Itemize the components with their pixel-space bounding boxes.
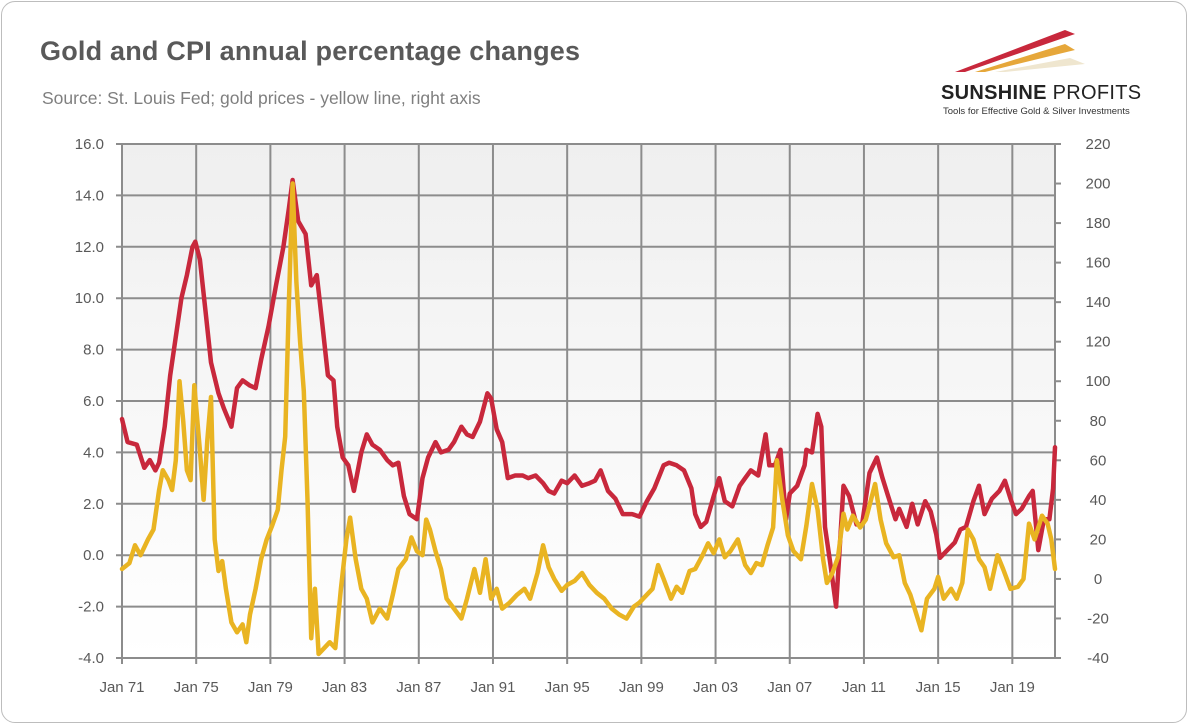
right-axis-tick-label: 160 [1085,255,1110,272]
right-axis-tick-label: 100 [1085,373,1110,390]
left-axis-tick-label: 14.0 [75,187,104,204]
x-axis-tick-label: Jan 87 [396,679,441,696]
chart-title: Gold and CPI annual percentage changes [40,36,581,66]
gold-series-line [119,181,1058,657]
logo-rays-icon [955,30,1085,72]
x-axis-tick-label: Jan 99 [619,679,664,696]
right-axis-tick-label: 20 [1090,531,1107,548]
right-axis-tick-label: -20 [1087,610,1109,627]
right-axis-tick-label: 40 [1090,492,1107,509]
x-axis-tick-label: Jan 71 [99,679,144,696]
x-axis-tick-label: Jan 03 [693,679,738,696]
right-axis-tick-label: 120 [1085,334,1110,351]
left-axis-tick-label: 4.0 [83,444,104,461]
logo-tagline: Tools for Effective Gold & Silver Invest… [943,106,1130,117]
x-axis-tick-label: Jan 19 [990,679,1035,696]
logo-name: SUNSHINE PROFITS [941,82,1142,104]
x-axis-tick-label: Jan 83 [322,679,367,696]
left-axis-tick-label: -4.0 [78,650,104,667]
right-axis-tick-label: 80 [1090,413,1107,430]
left-axis-tick-label: 2.0 [83,496,104,513]
right-axis-tick-label: 140 [1085,294,1110,311]
right-axis-tick-label: 60 [1090,452,1107,469]
left-axis-tick-label: 16.0 [75,136,104,153]
cpi-series-line [119,177,1058,609]
x-axis-tick-label: Jan 75 [174,679,219,696]
right-axis-tick-label: 180 [1085,215,1110,232]
left-axis-tick-label: -2.0 [78,599,104,616]
left-axis-tick-label: 12.0 [75,239,104,256]
x-axis-tick-label: Jan 95 [545,679,590,696]
left-axis-tick-label: 0.0 [83,547,104,564]
right-axis-tick-label: 0 [1094,571,1102,588]
x-axis-tick-label: Jan 07 [767,679,812,696]
left-axis-tick-label: 10.0 [75,290,104,307]
x-axis-tick-label: Jan 79 [248,679,293,696]
x-axis-tick-label: Jan 91 [470,679,515,696]
left-axis-tick-label: 6.0 [83,393,104,410]
sunshine-profits-logo: SUNSHINE PROFITS Tools for Effective Gol… [935,20,1175,120]
left-axis-tick-label: 8.0 [83,342,104,359]
x-axis-tick-label: Jan 15 [916,679,961,696]
x-axis-tick-label: Jan 11 [842,679,886,696]
right-axis-tick-label: -40 [1087,650,1109,667]
right-axis-tick-label: 220 [1085,136,1110,153]
right-axis-tick-label: 200 [1085,176,1110,193]
chart-subtitle: Source: St. Louis Fed; gold prices - yel… [42,88,481,108]
